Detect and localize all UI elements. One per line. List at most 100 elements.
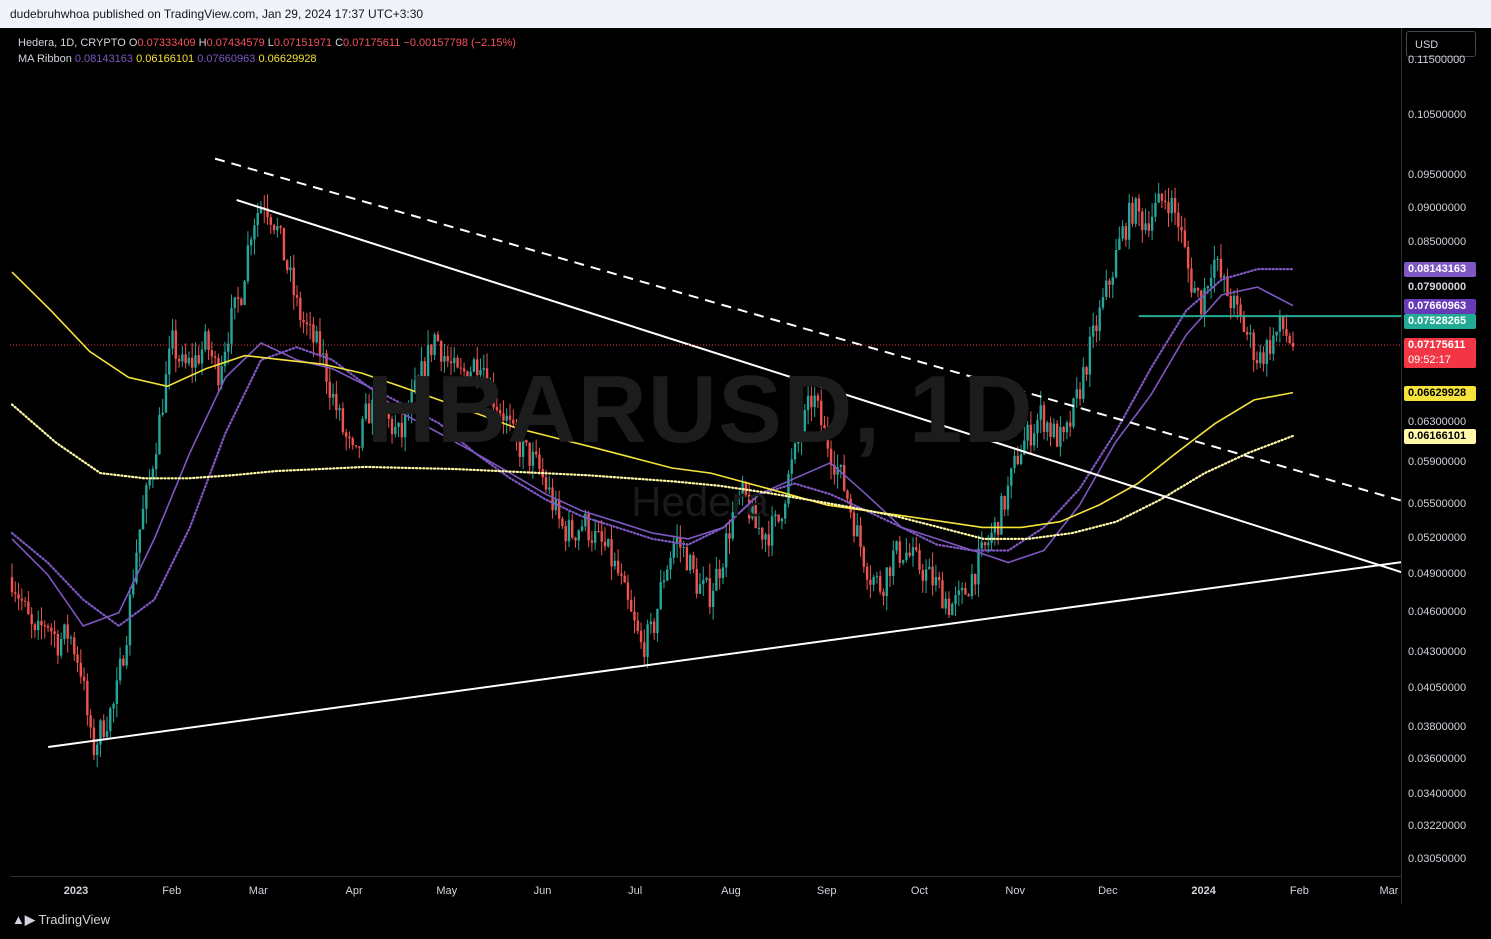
candle-body: [1085, 367, 1088, 375]
candle-body: [358, 446, 361, 448]
candle-body: [200, 349, 204, 364]
candle-body: [171, 330, 174, 349]
trendline[interactable]: [236, 199, 1401, 577]
candle-body: [1157, 193, 1160, 203]
candle-body: [1121, 226, 1124, 239]
open-value: 0.07333409: [137, 37, 196, 49]
candle-body: [587, 513, 590, 541]
candle-body: [236, 297, 240, 300]
symbol-label[interactable]: Hedera, 1D, CRYPTO: [18, 37, 126, 49]
currency-button[interactable]: USD: [1406, 31, 1476, 57]
candle-body: [420, 361, 423, 377]
candle-body: [1062, 427, 1065, 433]
trendline[interactable]: [214, 157, 1401, 505]
candle-body: [1275, 331, 1278, 336]
candle-body: [652, 621, 656, 634]
candle-body: [908, 552, 911, 556]
candle-body: [1206, 286, 1210, 289]
tradingview-icon: ▲▶: [12, 912, 39, 927]
tradingview-brand: TradingView: [38, 912, 111, 927]
ma-ribbon-row: MA Ribbon 0.08143163 0.06166101 0.076609…: [18, 51, 516, 67]
candle-body: [1239, 304, 1242, 316]
ma-line[interactable]: [10, 403, 1295, 540]
candle-body: [996, 522, 1000, 535]
candle-body: [659, 582, 662, 610]
candle-body: [800, 434, 803, 442]
candle-body: [361, 418, 364, 448]
candle-body: [1010, 468, 1013, 486]
price-tick-label: 0.04300000: [1408, 646, 1467, 659]
candle-body: [548, 487, 551, 490]
candle-body: [1088, 336, 1092, 375]
candle-body: [567, 520, 571, 542]
candle-body: [797, 441, 800, 444]
candle-body: [1046, 422, 1049, 432]
time-tick-label: Mar: [1379, 885, 1399, 897]
price-tick-label: 0.04900000: [1408, 567, 1467, 580]
candle-body: [967, 594, 970, 597]
candle-body: [1167, 202, 1170, 214]
candle-body: [528, 442, 531, 466]
candle-body: [711, 590, 715, 607]
candle-body: [187, 357, 191, 364]
candle-body: [508, 415, 512, 420]
candle-body: [207, 331, 210, 351]
candle-body: [823, 425, 826, 429]
candle-body: [1082, 367, 1085, 399]
candle-body: [1203, 288, 1206, 315]
ma-ribbon-label[interactable]: MA Ribbon: [18, 53, 72, 65]
candle-body: [1147, 223, 1151, 231]
candle-body: [30, 614, 33, 625]
candle-body: [725, 533, 728, 568]
candle-body: [682, 547, 685, 549]
price-chart[interactable]: [10, 28, 1401, 876]
ma-line[interactable]: [11, 271, 1294, 529]
candle-body: [901, 560, 905, 563]
candle-body: [1236, 295, 1239, 305]
ma-line[interactable]: [11, 286, 1294, 627]
ma-value-2: 0.06166101: [136, 53, 195, 65]
candle-body: [856, 525, 859, 537]
candle-body: [263, 207, 266, 209]
candle-body: [210, 350, 214, 357]
candle-body: [921, 570, 924, 581]
price-badge: 0.07900000: [1404, 280, 1476, 296]
candle-body: [970, 574, 974, 597]
candle-body: [331, 393, 335, 398]
candle-body: [1075, 389, 1078, 399]
candle-body: [489, 383, 492, 392]
candle-body: [521, 440, 525, 457]
candle-body: [1013, 455, 1016, 469]
candle-body: [1065, 422, 1069, 433]
candle-body: [217, 357, 220, 386]
candle-body: [1124, 226, 1128, 240]
candle-body: [862, 547, 866, 567]
candle-body: [915, 547, 918, 551]
candle-body: [158, 414, 161, 455]
trendline[interactable]: [48, 560, 1401, 748]
tradingview-logo[interactable]: ▲▶ TradingView: [12, 912, 110, 928]
ma-line[interactable]: [10, 268, 1295, 628]
candle-body: [715, 568, 718, 591]
candle-body: [859, 525, 862, 548]
chart-pane[interactable]: [10, 28, 1401, 876]
candle-body: [220, 366, 223, 386]
candle-body: [1259, 352, 1262, 364]
price-tick-label: 0.09000000: [1408, 201, 1467, 214]
price-tick-label: 0.03600000: [1408, 753, 1467, 766]
price-axis[interactable]: [1401, 28, 1491, 904]
price-tick-label: 0.04050000: [1408, 682, 1467, 695]
low-key: L: [267, 37, 274, 49]
candle-body: [122, 658, 125, 666]
price-tick-label: 0.09500000: [1408, 169, 1467, 182]
candle-body: [613, 560, 617, 567]
candle-body: [181, 354, 184, 362]
candle-body: [1154, 202, 1157, 217]
time-tick-label: May: [436, 885, 458, 897]
candle-body: [387, 413, 390, 419]
candle-body: [138, 529, 141, 553]
time-tick-label: Apr: [345, 885, 363, 897]
candle-body: [833, 465, 836, 475]
time-tick-label: Sep: [816, 885, 837, 897]
time-axis[interactable]: 2023 Feb Mar Apr May Jun Jul Aug Sep Oct Nov Dec 202…: [10, 876, 1401, 905]
